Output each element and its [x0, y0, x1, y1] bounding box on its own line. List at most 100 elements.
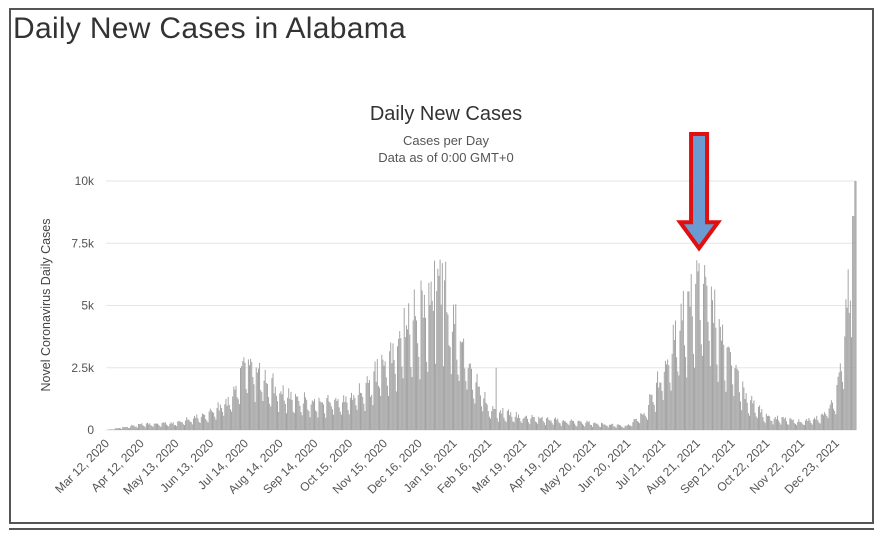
bar — [302, 403, 304, 430]
bar — [382, 359, 384, 430]
bar — [541, 416, 543, 430]
bar — [766, 416, 768, 430]
bar — [303, 392, 305, 430]
bar — [412, 320, 414, 430]
bar — [265, 382, 267, 430]
bar — [525, 415, 527, 430]
bar — [594, 422, 596, 430]
bar — [386, 385, 388, 430]
bar — [327, 395, 329, 430]
bar — [367, 382, 369, 430]
bar — [399, 331, 401, 430]
bar — [236, 397, 238, 430]
bar — [567, 423, 569, 430]
bar — [135, 426, 137, 430]
bar — [780, 424, 782, 430]
bar — [816, 415, 818, 430]
bar — [410, 366, 412, 430]
bar — [240, 368, 242, 430]
bar — [741, 410, 743, 430]
bar — [736, 368, 738, 430]
bar — [151, 426, 153, 430]
bar — [694, 367, 696, 430]
bar — [663, 371, 665, 430]
bar — [260, 390, 262, 430]
annotation-arrow — [676, 132, 722, 252]
bar — [701, 355, 703, 430]
bar — [176, 426, 178, 430]
bar — [635, 418, 637, 430]
bar — [782, 416, 784, 430]
bar — [510, 412, 512, 430]
bar — [755, 416, 757, 430]
bar — [757, 406, 759, 430]
bar — [158, 424, 160, 430]
bar — [411, 377, 413, 430]
bar — [179, 421, 181, 430]
bar — [299, 405, 301, 430]
bar — [511, 416, 513, 430]
bar — [323, 404, 324, 430]
bar — [470, 368, 472, 430]
bar — [223, 415, 225, 430]
bar — [818, 422, 820, 430]
bar — [507, 409, 509, 430]
bar — [178, 420, 180, 430]
bar — [539, 418, 541, 430]
bar — [132, 425, 134, 430]
bar — [773, 418, 775, 430]
bar — [497, 421, 499, 430]
bar — [700, 344, 702, 430]
bar — [669, 382, 671, 430]
bar — [247, 359, 249, 430]
bar — [469, 363, 471, 430]
bar — [690, 274, 692, 430]
bar — [531, 414, 533, 430]
bar — [831, 402, 833, 430]
bar — [430, 281, 432, 430]
bar — [180, 422, 182, 430]
bar — [187, 419, 189, 430]
bar — [462, 341, 463, 430]
bar — [419, 379, 421, 430]
bar — [779, 422, 781, 430]
bar — [371, 394, 373, 430]
bar — [358, 383, 360, 430]
bar — [793, 423, 795, 430]
bar — [847, 269, 849, 430]
bar — [335, 397, 337, 430]
bar — [506, 410, 508, 430]
bar — [487, 411, 489, 430]
bar — [626, 425, 628, 430]
bar — [708, 340, 710, 430]
bar — [652, 402, 654, 430]
bar — [744, 398, 746, 430]
bar — [188, 419, 190, 430]
bar — [334, 399, 336, 430]
bar — [699, 320, 701, 430]
bar — [210, 410, 212, 430]
bar — [664, 360, 666, 430]
bar — [835, 414, 837, 430]
bar — [611, 424, 613, 430]
bar — [268, 397, 270, 430]
bar — [662, 399, 664, 430]
bar — [601, 422, 602, 430]
bar — [114, 428, 116, 430]
bar — [379, 387, 381, 430]
bar — [213, 412, 215, 430]
bar — [159, 425, 161, 430]
bar — [225, 398, 227, 430]
bar — [696, 260, 698, 430]
bar — [749, 415, 750, 430]
chart-title: Daily New Cases — [370, 103, 522, 125]
bar — [726, 347, 728, 430]
bar — [444, 280, 446, 430]
bar — [542, 421, 544, 430]
bar — [515, 412, 517, 430]
bar — [164, 422, 166, 430]
bar — [447, 314, 449, 430]
bar — [311, 400, 313, 430]
bar — [484, 391, 486, 430]
bar — [556, 419, 558, 430]
